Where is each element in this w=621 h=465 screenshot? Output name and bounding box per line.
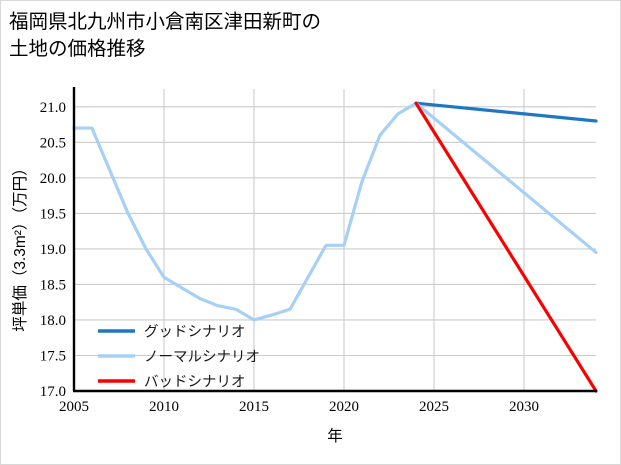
- y-axis-tick-label: 18.0: [40, 313, 66, 329]
- y-axis-tick-labels: 17.0 17.5 18.0 18.5 19.0 19.5 20.0 20.5 21.0: [40, 100, 66, 400]
- y-axis-tick-label: 20.5: [40, 136, 66, 152]
- x-axis-tick-labels: 2005 2010 2015 2020 2025 2030: [59, 399, 539, 415]
- page-title: 福岡県北九州市小倉南区津田新町の 土地の価格推移: [9, 11, 322, 60]
- x-axis-title: 年: [327, 427, 343, 445]
- y-axis-tick-label: 19.5: [40, 207, 66, 223]
- series-line: [72, 101, 598, 322]
- x-axis-tick-label: 2010: [149, 399, 179, 415]
- x-axis-tick-label: 2005: [59, 399, 89, 415]
- x-axis-tick-label: 2015: [239, 399, 269, 415]
- y-axis-tick-label: 18.5: [40, 278, 66, 294]
- y-axis-tick-label: 20.0: [40, 171, 66, 187]
- y-axis-tick-label: 21.0: [40, 100, 66, 116]
- legend-label: グッドシナリオ: [144, 323, 246, 340]
- legend-label: バッドシナリオ: [144, 374, 246, 390]
- data-series-lines: [72, 101, 598, 393]
- x-axis-tick-label: 2025: [419, 399, 449, 415]
- x-axis-tick-label: 2020: [329, 399, 359, 415]
- y-axis-tick-label: 17.0: [40, 384, 66, 400]
- y-axis-title: 坪単価（3.3m²）（万円）: [11, 160, 29, 331]
- x-axis-tick-label: 2030: [509, 399, 539, 415]
- y-axis-tick-label: 19.0: [40, 242, 66, 258]
- legend-label: ノーマルシナリオ: [144, 349, 260, 365]
- grid-lines: [73, 89, 596, 392]
- axis-lines: [72, 87, 597, 393]
- y-axis-tick-label: 17.5: [40, 349, 66, 365]
- series-line: [414, 101, 598, 393]
- series-line: [414, 101, 598, 123]
